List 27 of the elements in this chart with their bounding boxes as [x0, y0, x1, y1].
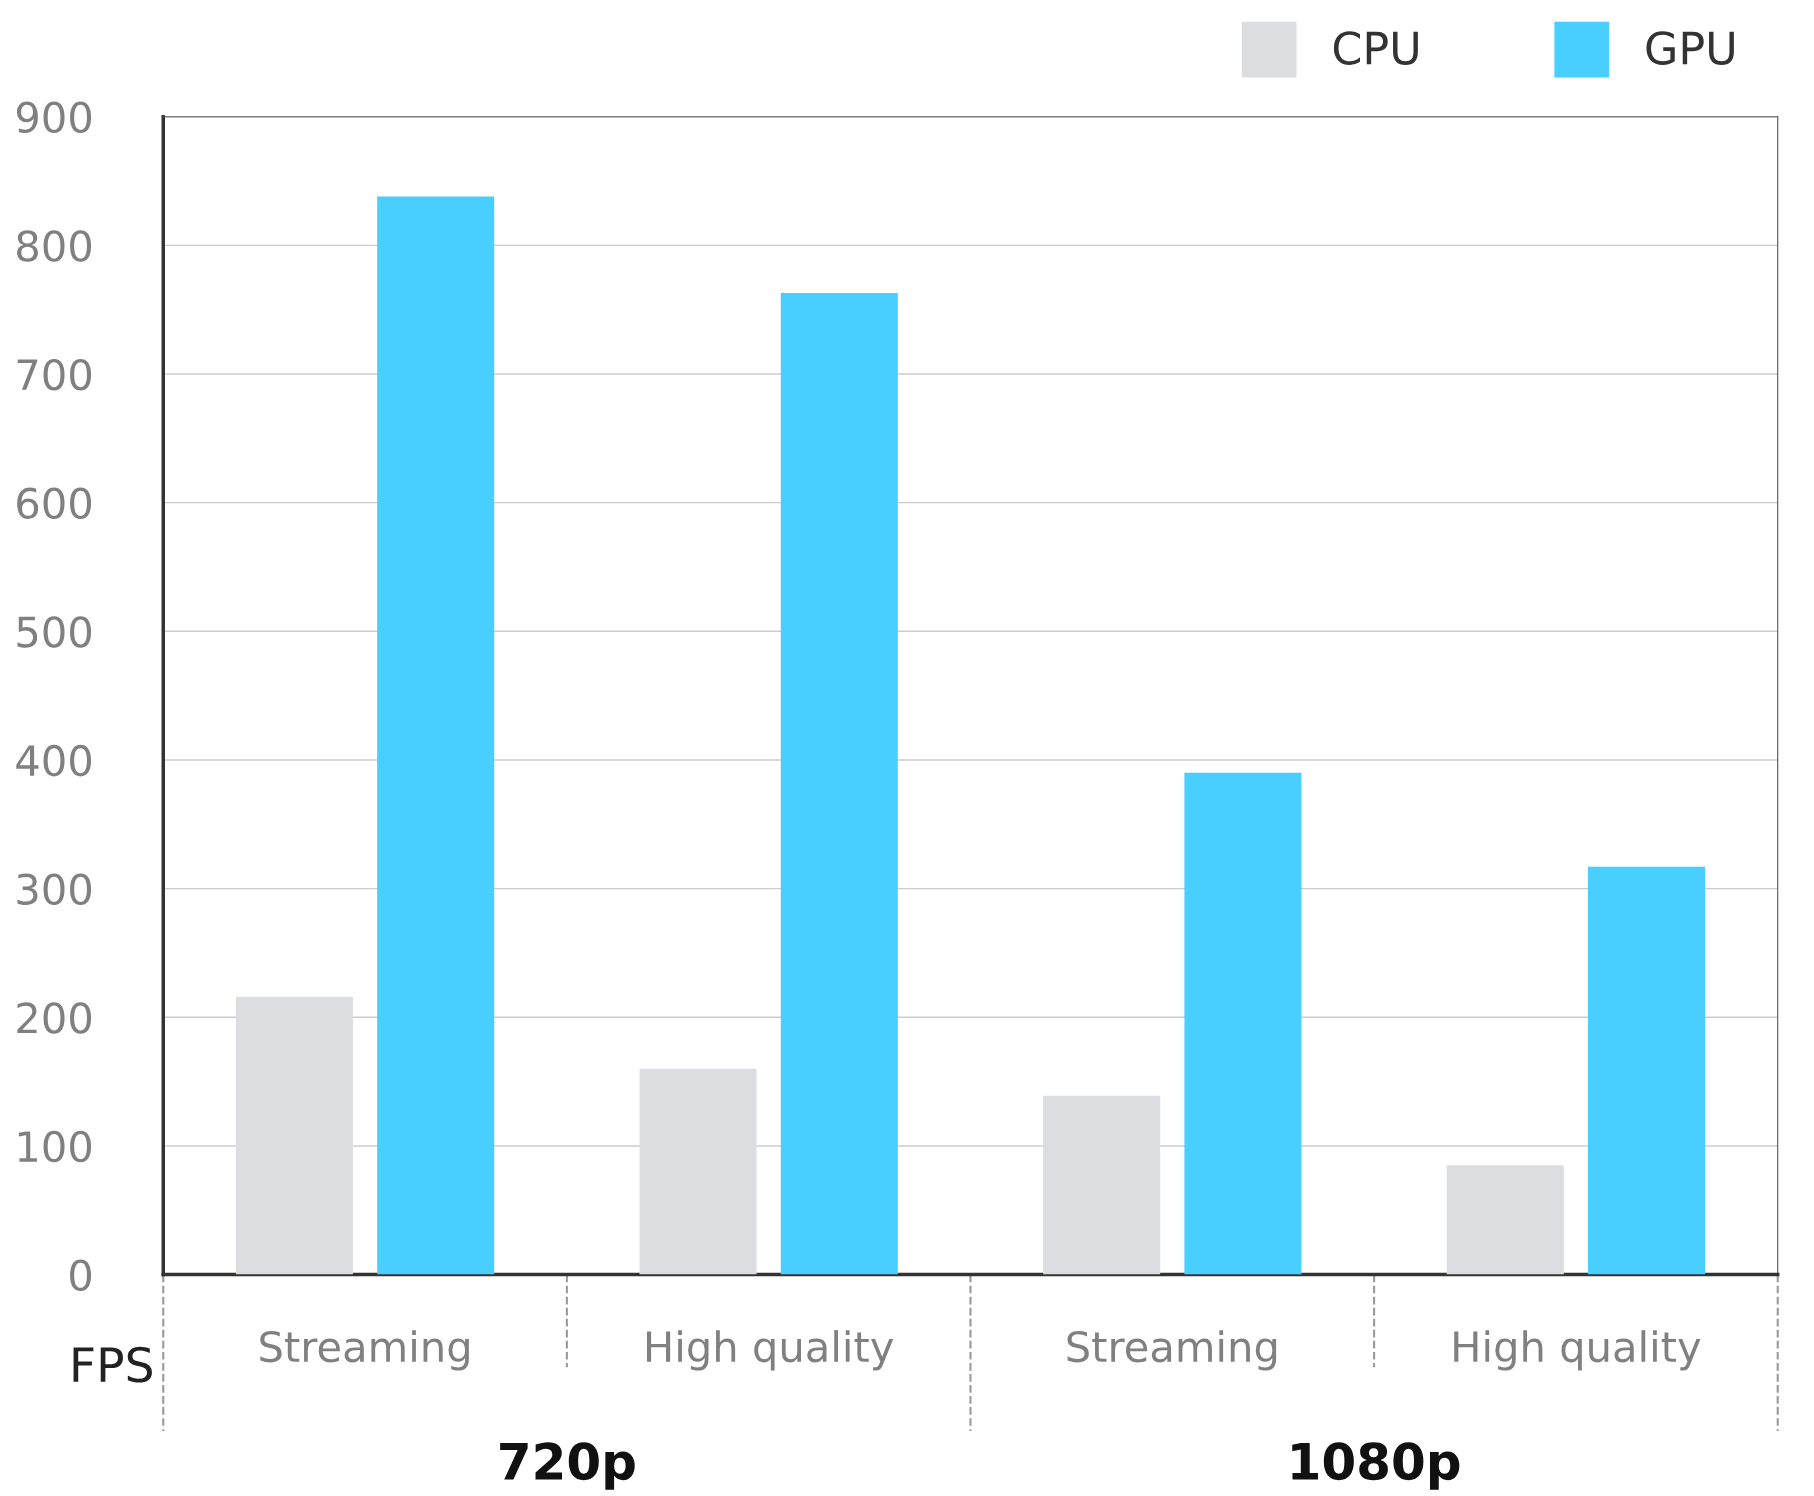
- y-tick-label: 200: [17, 1002, 92, 1034]
- x-tick-label: High quality: [647, 1330, 894, 1371]
- y-tick-label: 600: [17, 487, 92, 520]
- bar: [780, 292, 898, 1275]
- legend-label: GPU: [1646, 31, 1734, 65]
- y-tick-label: 800: [17, 230, 92, 262]
- text: 720p: [500, 1442, 635, 1490]
- text: 1080p: [1292, 1442, 1460, 1490]
- bar: [377, 196, 495, 1275]
- y-tick-label: 500: [17, 616, 92, 648]
- bar: [235, 996, 353, 1275]
- x-tick-label: Streaming: [260, 1330, 469, 1371]
- bar: [1184, 772, 1302, 1275]
- x-tick-label: High quality: [1454, 1330, 1701, 1371]
- bar: [1043, 1095, 1161, 1275]
- y-tick-label: 400: [16, 744, 92, 777]
- y-tick-label: 100: [18, 1130, 92, 1163]
- bar: [1446, 1165, 1564, 1275]
- y-tick-label: 900: [16, 101, 92, 134]
- y-axis-title: FPS: [73, 1346, 152, 1383]
- y-tick-label: 300: [17, 873, 92, 906]
- bar: [639, 1068, 757, 1275]
- x-tick-label: Streaming: [1067, 1330, 1277, 1371]
- legend-label: CPU: [1333, 31, 1418, 65]
- y-tick-label: 700: [17, 358, 92, 391]
- y-tick-label: 0: [70, 1259, 92, 1292]
- bar: [1588, 866, 1706, 1275]
